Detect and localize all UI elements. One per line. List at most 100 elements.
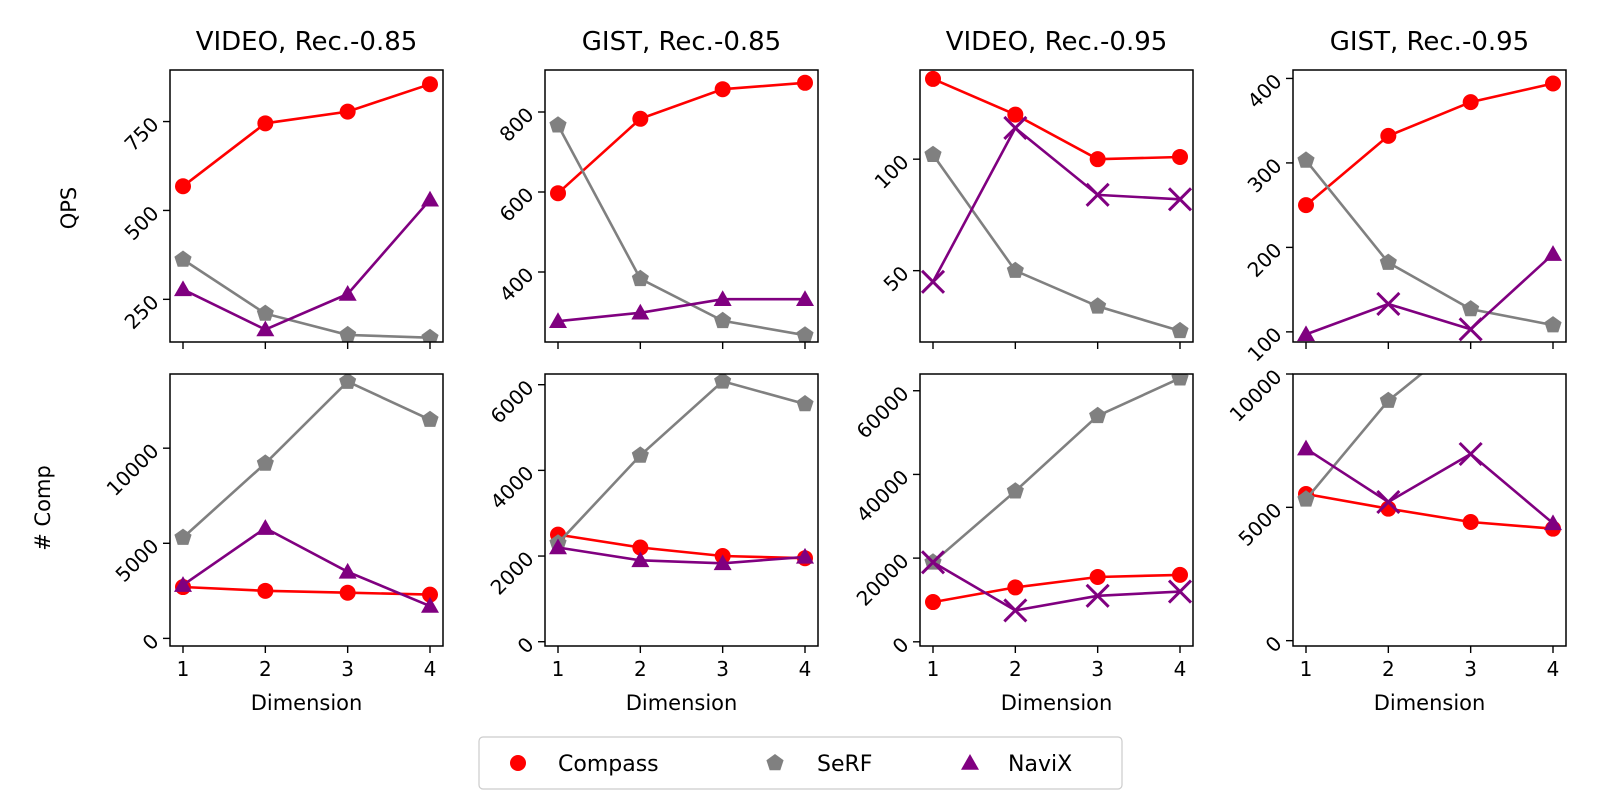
- y-tick-label: 5000: [1234, 498, 1287, 551]
- data-point-compass: [1172, 566, 1188, 583]
- legend-item-serf: SeRF: [766, 752, 872, 777]
- series-line-compass: [182, 585, 431, 596]
- panel-frame: [169, 373, 444, 647]
- data-point-compass: [1462, 514, 1479, 530]
- data-point-compass: [422, 76, 438, 93]
- series-line-navix: [931, 125, 1181, 283]
- data-point-compass: [1089, 151, 1106, 168]
- series-line-serf: [182, 380, 431, 539]
- data-point-navix: [1297, 439, 1315, 456]
- panel-5: 0 5000 10000 1 2 3 4 Dimension: [102, 373, 444, 715]
- y-tick-label: 10000: [102, 439, 164, 501]
- data-point-compass: [797, 74, 813, 91]
- x-tick-label: 1: [1300, 657, 1313, 681]
- y-tick-label: 60000: [852, 381, 914, 443]
- plot-area: [1297, 374, 1562, 537]
- x-tick-label: 2: [634, 657, 647, 681]
- data-point-navix: [549, 312, 567, 328]
- data-point-serf: [796, 326, 814, 342]
- legend-item-compass: Compass: [510, 752, 659, 777]
- panel-frame: [544, 69, 819, 343]
- plot-area: [174, 374, 439, 613]
- x-axis-label: Dimension: [1374, 691, 1486, 715]
- data-point-navix: [174, 576, 192, 592]
- data-point-navix: [920, 550, 946, 575]
- series-line-compass: [932, 77, 1181, 161]
- panel-frame: [919, 69, 1194, 343]
- panel-4: GIST, Rec.-0.95 100 200 300 400: [1243, 27, 1567, 366]
- data-point-compass: [632, 110, 649, 127]
- y-tick-label: 2000: [486, 547, 539, 600]
- data-point-compass: [1089, 568, 1106, 585]
- y-tick-label: 300: [1243, 153, 1287, 197]
- data-point-navix: [256, 320, 275, 337]
- data-point-compass: [257, 582, 274, 599]
- data-point-navix: [713, 290, 732, 306]
- data-point-navix: [920, 269, 946, 294]
- y-tick-label: 50: [879, 261, 914, 296]
- y-tick-label: 6000: [486, 375, 539, 428]
- data-point-compass: [925, 594, 941, 611]
- data-point-serf: [549, 116, 567, 133]
- panel-frame: [919, 373, 1194, 647]
- data-point-serf: [1171, 321, 1189, 339]
- data-point-compass: [1172, 148, 1188, 165]
- series-line-serf: [1305, 374, 1424, 501]
- x-tick-label: 3: [1091, 657, 1104, 681]
- y-tick-label: 40000: [852, 465, 914, 527]
- y-tick-label: 0: [1261, 631, 1287, 657]
- data-point-navix: [549, 538, 567, 555]
- panel-title: GIST, Rec.-0.95: [1330, 27, 1529, 57]
- data-point-compass: [339, 103, 356, 120]
- y-tick-label: 100: [870, 150, 914, 194]
- data-point-navix: [421, 597, 439, 613]
- data-point-navix: [1376, 489, 1401, 515]
- data-point-compass: [1007, 106, 1024, 123]
- legend-marker-compass: [510, 755, 526, 771]
- legend-label-navix: NaviX: [1008, 752, 1072, 777]
- data-point-serf: [174, 528, 192, 545]
- data-point-navix: [1544, 245, 1562, 261]
- series-line-compass: [1305, 82, 1554, 207]
- legend-items: Compass SeRF NaviX: [510, 752, 1072, 777]
- panel-1: VIDEO, Rec.-0.85 250 500 750: [120, 27, 444, 349]
- data-point-serf: [256, 454, 274, 471]
- y-tick-label: 4000: [486, 461, 539, 514]
- plot-area: [1297, 75, 1562, 342]
- data-point-navix: [174, 280, 192, 297]
- data-point-serf: [1006, 261, 1024, 278]
- data-point-compass: [1462, 94, 1479, 111]
- x-tick-label: 4: [799, 657, 812, 681]
- data-point-navix: [1458, 441, 1483, 467]
- panel-frame: [169, 69, 444, 343]
- x-tick-label: 2: [259, 657, 272, 681]
- data-point-navix: [1085, 583, 1110, 608]
- y-tick-label: 20000: [852, 549, 914, 611]
- series-line-serf: [1304, 159, 1554, 327]
- data-point-compass: [422, 586, 438, 603]
- x-tick-label: 4: [424, 657, 437, 681]
- legend-marker-navix: [961, 754, 979, 770]
- data-point-compass: [257, 115, 274, 132]
- data-point-navix: [713, 554, 732, 571]
- data-point-serf: [631, 269, 649, 287]
- x-axis-label: Dimension: [626, 691, 738, 715]
- data-point-compass: [925, 70, 941, 87]
- y-tick-label: 0: [138, 629, 164, 655]
- plot-area: [920, 374, 1193, 623]
- series-line-compass: [557, 81, 806, 195]
- series-line-navix: [1305, 447, 1554, 525]
- ylabel-qps: QPS: [57, 187, 81, 230]
- x-tick-label: 3: [341, 657, 354, 681]
- data-point-serf: [1089, 297, 1107, 314]
- data-point-serf: [1006, 482, 1024, 499]
- panel-frame: [1292, 69, 1567, 343]
- data-point-navix: [256, 519, 275, 535]
- x-tick-label: 2: [1382, 657, 1395, 681]
- data-point-navix: [631, 551, 650, 568]
- data-point-navix: [1085, 182, 1110, 207]
- legend-label-serf: SeRF: [817, 752, 872, 777]
- plot-area: [549, 374, 814, 571]
